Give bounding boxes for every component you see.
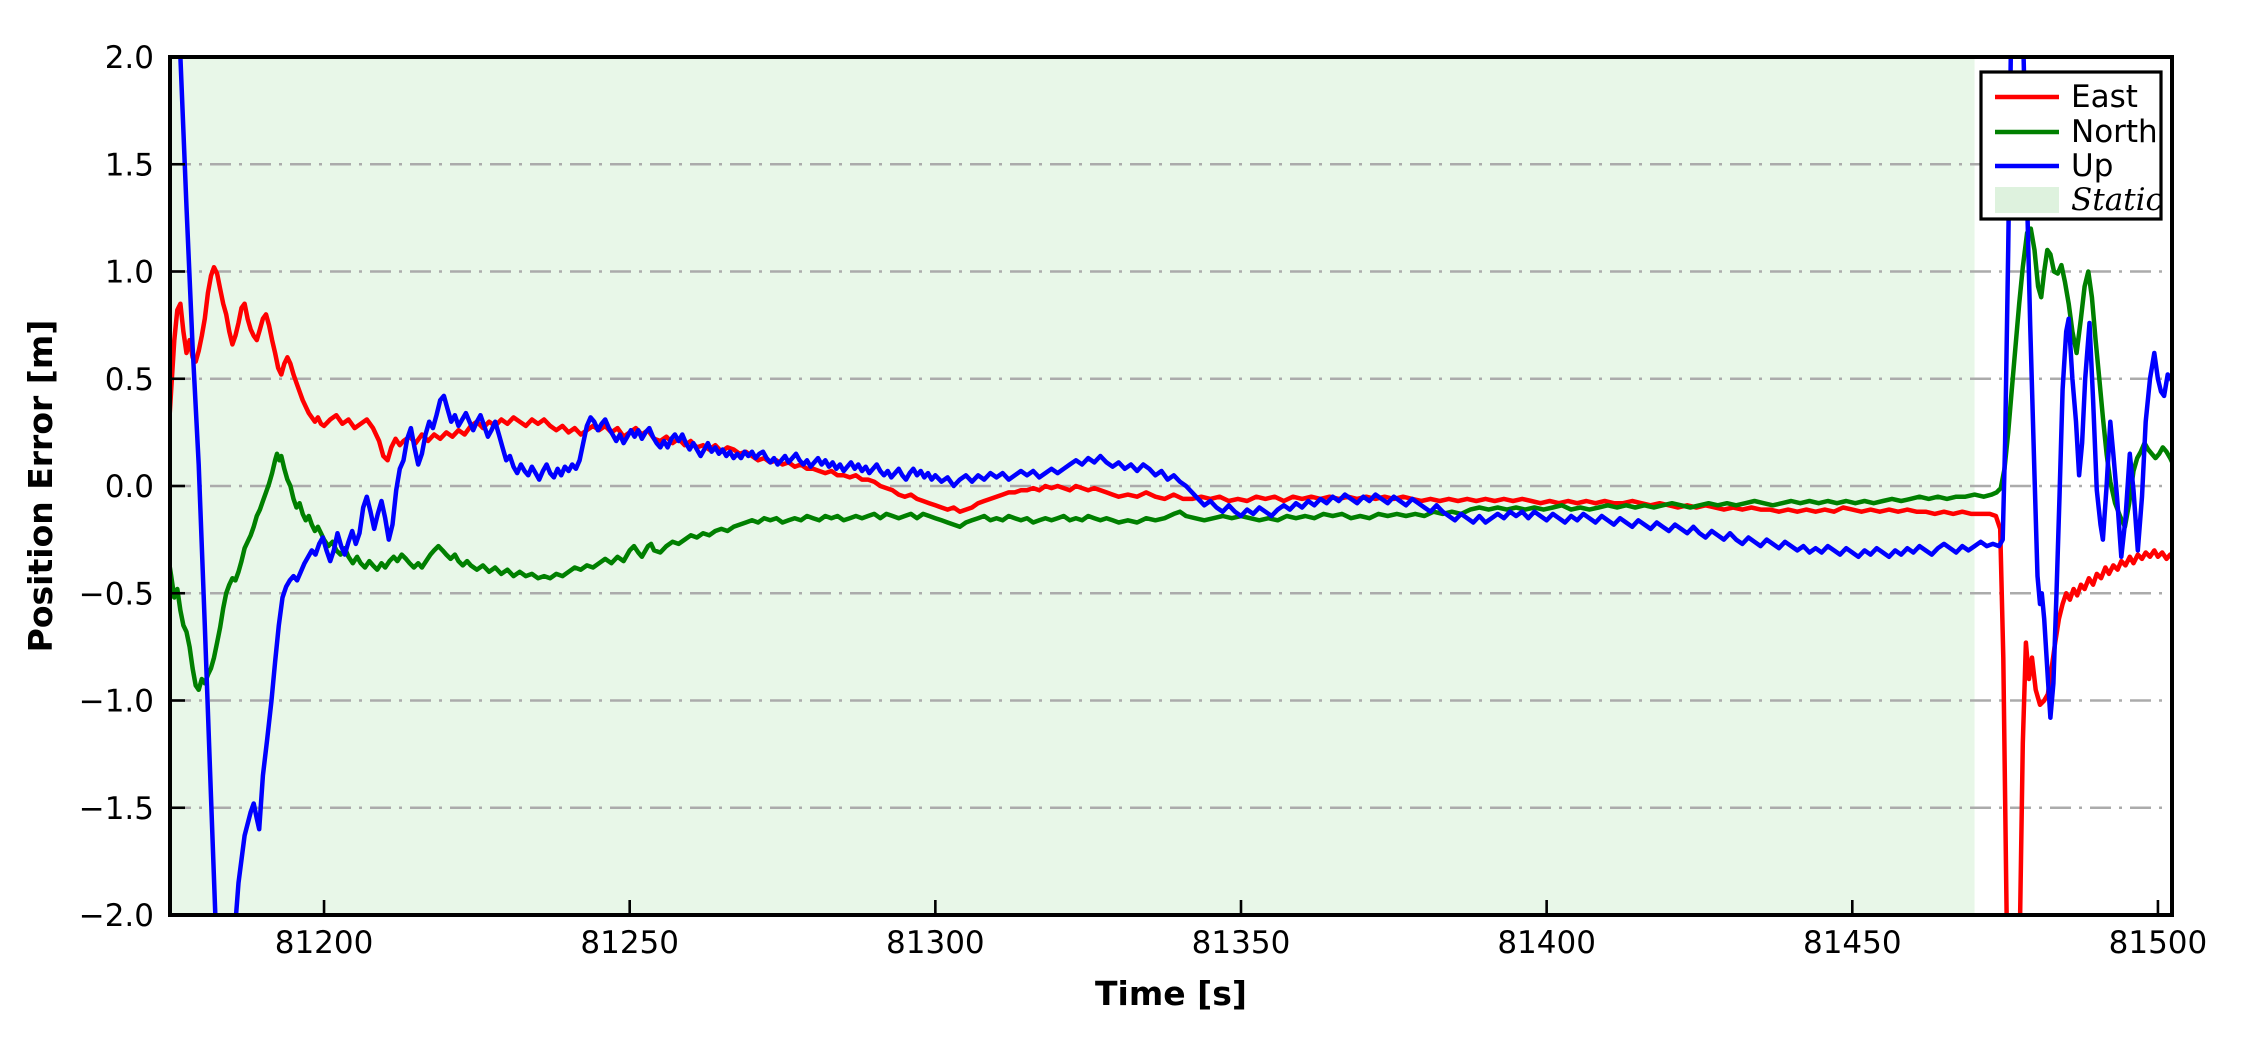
- y-tick-label: 0.0: [105, 469, 154, 505]
- y-tick-label: 1.0: [105, 255, 154, 291]
- y-tick-label: −1.5: [79, 791, 154, 827]
- y-axis-label: Position Error [m]: [21, 320, 60, 653]
- x-tick-label: 81450: [1803, 925, 1902, 961]
- x-tick-label: 81500: [2109, 925, 2208, 961]
- x-axis-label: Time [s]: [1095, 974, 1247, 1013]
- series-line-up: [178, 57, 2172, 915]
- x-tick-label: 81350: [1192, 925, 1291, 961]
- y-tick-label: 2.0: [105, 40, 154, 76]
- y-tick-label: −1.0: [79, 684, 154, 720]
- gridlines: [170, 163, 2172, 809]
- legend-label-up: Up: [2071, 148, 2113, 184]
- series-line-east: [170, 264, 2172, 915]
- x-tick-label: 81300: [886, 925, 985, 961]
- x-tick-label: 81400: [1497, 925, 1596, 961]
- legend-sample-patch-static: [1995, 187, 2059, 213]
- x-tick-label: 81250: [580, 925, 679, 961]
- y-tick-label: −0.5: [79, 576, 154, 612]
- data-series: [170, 57, 2172, 915]
- y-tick-label: −2.0: [79, 898, 154, 934]
- y-tick-label: 0.5: [105, 362, 154, 398]
- x-tick-label: 81200: [275, 925, 374, 961]
- y-tick-label: 1.5: [105, 147, 154, 183]
- legend-label-north: North: [2071, 114, 2158, 150]
- legend-label-static: Static: [2071, 182, 2163, 218]
- axis-ticks: 81200 81250 81300 81350 81400 81450 81500 2.0 1.…: [79, 40, 2208, 961]
- legend-label-east: East: [2071, 79, 2138, 115]
